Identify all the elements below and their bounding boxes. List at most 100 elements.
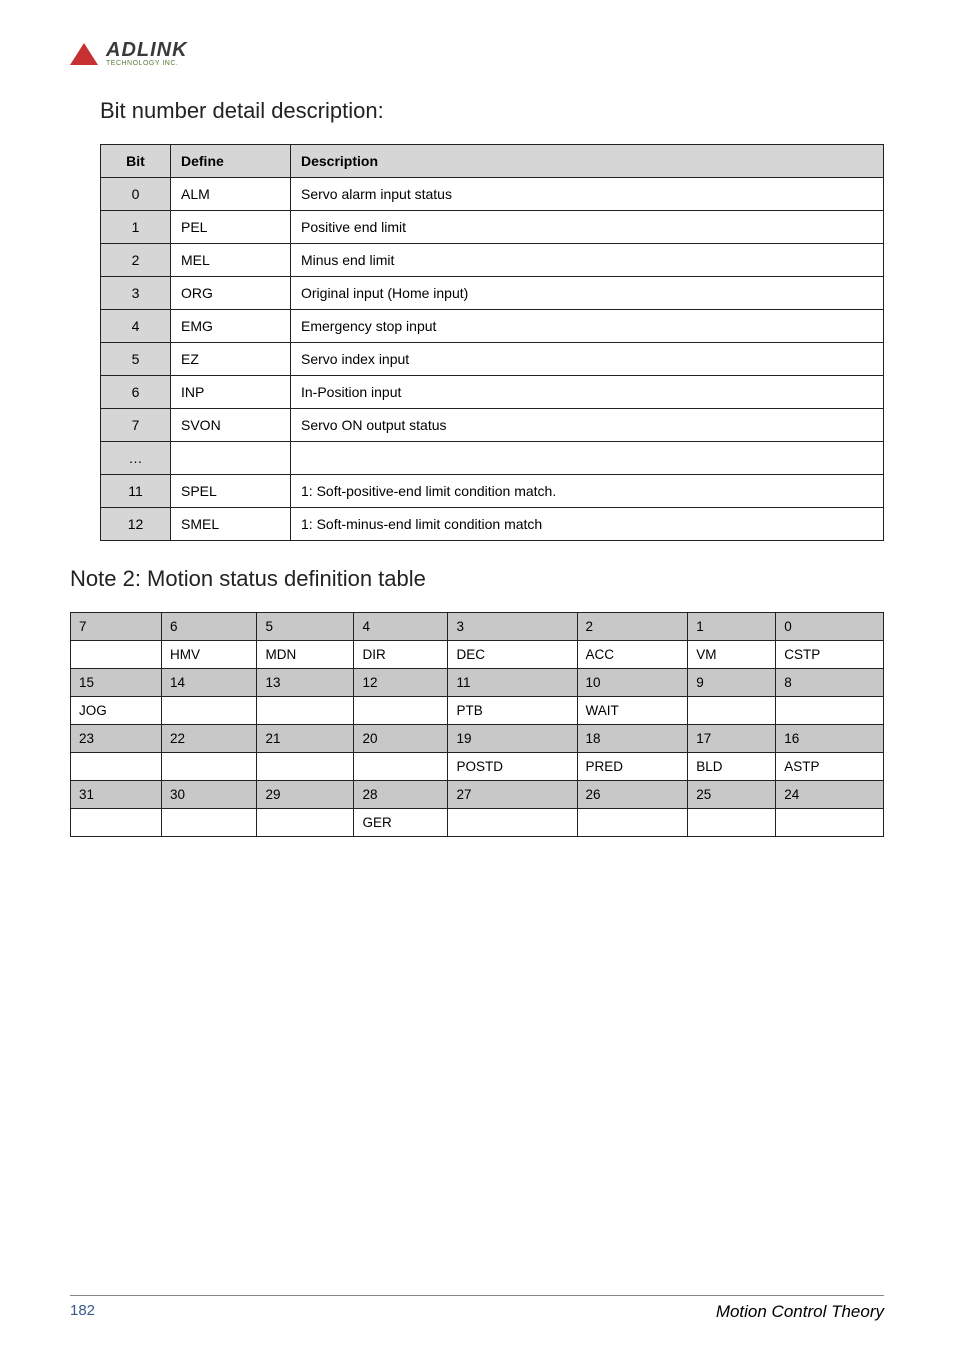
bit-cell-bit: 1 bbox=[101, 211, 171, 244]
bit-table-row: 0ALMServo alarm input status bbox=[101, 178, 884, 211]
motion-table-row: 15141312111098 bbox=[71, 669, 884, 697]
motion-cell: DIR bbox=[354, 641, 448, 669]
bit-cell-define: SPEL bbox=[171, 475, 291, 508]
bit-cell-bit: 7 bbox=[101, 409, 171, 442]
bit-cell-define: SMEL bbox=[171, 508, 291, 541]
motion-cell: 0 bbox=[776, 613, 884, 641]
motion-cell: 12 bbox=[354, 669, 448, 697]
motion-table-row: GER bbox=[71, 809, 884, 837]
motion-cell: 16 bbox=[776, 725, 884, 753]
bit-cell-define: PEL bbox=[171, 211, 291, 244]
motion-cell bbox=[354, 753, 448, 781]
bit-cell-desc: Emergency stop input bbox=[291, 310, 884, 343]
bit-cell-desc: 1: Soft-positive-end limit condition mat… bbox=[291, 475, 884, 508]
motion-table-row: 3130292827262524 bbox=[71, 781, 884, 809]
motion-cell: 8 bbox=[776, 669, 884, 697]
motion-cell: 15 bbox=[71, 669, 162, 697]
motion-cell: 23 bbox=[71, 725, 162, 753]
bit-header-bit: Bit bbox=[101, 145, 171, 178]
bit-cell-define: ORG bbox=[171, 277, 291, 310]
bit-cell-bit: 11 bbox=[101, 475, 171, 508]
motion-cell: 18 bbox=[577, 725, 688, 753]
bit-cell-define: EMG bbox=[171, 310, 291, 343]
bit-cell-bit: 12 bbox=[101, 508, 171, 541]
motion-cell: VM bbox=[688, 641, 776, 669]
bit-cell-define: INP bbox=[171, 376, 291, 409]
bit-table-row: 6INPIn-Position input bbox=[101, 376, 884, 409]
logo-triangle-icon bbox=[70, 43, 98, 65]
motion-cell bbox=[776, 697, 884, 725]
motion-cell: 5 bbox=[257, 613, 354, 641]
motion-table-row: 76543210 bbox=[71, 613, 884, 641]
motion-cell: WAIT bbox=[577, 697, 688, 725]
motion-table-row: POSTDPREDBLDASTP bbox=[71, 753, 884, 781]
motion-cell bbox=[776, 809, 884, 837]
motion-table: 76543210HMVMDNDIRDECACCVMCSTP15141312111… bbox=[70, 612, 884, 837]
motion-cell bbox=[577, 809, 688, 837]
logo-brand: ADLINK bbox=[106, 40, 188, 60]
bit-cell-bit: 5 bbox=[101, 343, 171, 376]
motion-cell: 1 bbox=[688, 613, 776, 641]
bit-table-row: 5EZServo index input bbox=[101, 343, 884, 376]
footer-section: Motion Control Theory bbox=[716, 1302, 884, 1322]
logo: ADLINK TECHNOLOGY INC. bbox=[70, 40, 884, 68]
bit-cell-desc: Original input (Home input) bbox=[291, 277, 884, 310]
motion-cell bbox=[448, 809, 577, 837]
motion-cell: 17 bbox=[688, 725, 776, 753]
motion-cell: BLD bbox=[688, 753, 776, 781]
motion-cell: DEC bbox=[448, 641, 577, 669]
bit-table-row: 3ORGOriginal input (Home input) bbox=[101, 277, 884, 310]
motion-cell bbox=[354, 697, 448, 725]
motion-cell: 29 bbox=[257, 781, 354, 809]
bit-table: Bit Define Description 0ALMServo alarm i… bbox=[100, 144, 884, 541]
bit-table-row: 1PELPositive end limit bbox=[101, 211, 884, 244]
motion-cell: HMV bbox=[161, 641, 257, 669]
motion-cell: GER bbox=[354, 809, 448, 837]
bit-cell-desc: 1: Soft-minus-end limit condition match bbox=[291, 508, 884, 541]
motion-cell bbox=[161, 753, 257, 781]
motion-cell: ASTP bbox=[776, 753, 884, 781]
bit-cell-desc: Servo alarm input status bbox=[291, 178, 884, 211]
motion-cell: PTB bbox=[448, 697, 577, 725]
bit-cell-bit: 6 bbox=[101, 376, 171, 409]
motion-cell: 31 bbox=[71, 781, 162, 809]
bit-table-row: 11SPEL1: Soft-positive-end limit conditi… bbox=[101, 475, 884, 508]
motion-cell: POSTD bbox=[448, 753, 577, 781]
motion-cell bbox=[161, 809, 257, 837]
section1-title: Bit number detail description: bbox=[100, 98, 884, 124]
motion-cell: PRED bbox=[577, 753, 688, 781]
motion-cell: 27 bbox=[448, 781, 577, 809]
motion-cell: 26 bbox=[577, 781, 688, 809]
motion-table-row: HMVMDNDIRDECACCVMCSTP bbox=[71, 641, 884, 669]
motion-cell: 4 bbox=[354, 613, 448, 641]
footer: 182 Motion Control Theory bbox=[70, 1295, 884, 1322]
motion-cell: 30 bbox=[161, 781, 257, 809]
motion-cell: MDN bbox=[257, 641, 354, 669]
motion-cell bbox=[257, 697, 354, 725]
bit-cell-bit: 3 bbox=[101, 277, 171, 310]
bit-cell-define: MEL bbox=[171, 244, 291, 277]
motion-cell bbox=[71, 641, 162, 669]
motion-cell bbox=[688, 697, 776, 725]
motion-table-row: JOGPTBWAIT bbox=[71, 697, 884, 725]
bit-header-define: Define bbox=[171, 145, 291, 178]
bit-cell-define: ALM bbox=[171, 178, 291, 211]
motion-cell: 14 bbox=[161, 669, 257, 697]
bit-cell-desc: In-Position input bbox=[291, 376, 884, 409]
motion-cell: 9 bbox=[688, 669, 776, 697]
motion-cell: 19 bbox=[448, 725, 577, 753]
motion-cell: 13 bbox=[257, 669, 354, 697]
motion-cell bbox=[257, 809, 354, 837]
bit-cell-desc: Positive end limit bbox=[291, 211, 884, 244]
bit-table-row: 7SVONServo ON output status bbox=[101, 409, 884, 442]
motion-cell bbox=[257, 753, 354, 781]
bit-cell-bit: … bbox=[101, 442, 171, 475]
motion-cell bbox=[71, 809, 162, 837]
motion-table-row: 2322212019181716 bbox=[71, 725, 884, 753]
motion-cell: 6 bbox=[161, 613, 257, 641]
bit-table-row: 2MELMinus end limit bbox=[101, 244, 884, 277]
motion-cell: 20 bbox=[354, 725, 448, 753]
section2-title: Note 2: Motion status definition table bbox=[70, 566, 884, 592]
bit-cell-bit: 2 bbox=[101, 244, 171, 277]
bit-table-header-row: Bit Define Description bbox=[101, 145, 884, 178]
